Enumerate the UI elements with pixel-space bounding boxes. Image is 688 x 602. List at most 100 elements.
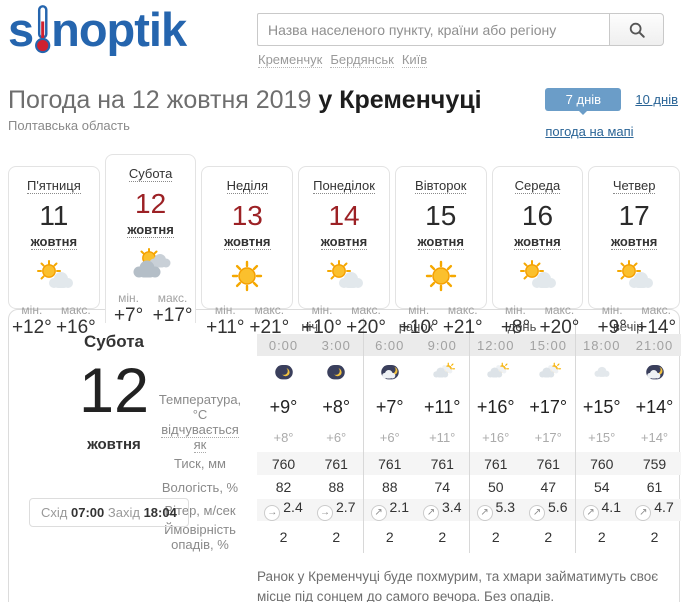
day-date: 16	[521, 200, 554, 231]
day-name-link[interactable]: Середа	[514, 178, 561, 194]
selected-day-name: Субота	[84, 332, 144, 351]
day-date: 15	[425, 200, 457, 231]
day-name-link[interactable]: Понеділок	[313, 178, 375, 194]
temperature-value: +7°	[362, 392, 416, 422]
humidity-value: 50	[468, 475, 522, 499]
day-date: 12	[135, 188, 167, 219]
precipitation-value: 2	[279, 529, 288, 545]
min-label: мін.	[214, 303, 236, 317]
day-name-link[interactable]: Неділя	[226, 178, 269, 194]
recent-cities: Кременчук Бердянськ Київ	[258, 52, 428, 68]
day-month-link[interactable]: жовтня	[127, 222, 174, 238]
recent-city-link[interactable]: Кременчук	[258, 52, 323, 68]
search-input[interactable]	[257, 13, 609, 46]
wind-value: ↗ 4.1	[574, 499, 628, 521]
day-card-saturday-selected[interactable]: Субота 12 жовтня мін. макс. +7° +17°	[104, 154, 197, 326]
precipitation-value: 2	[544, 529, 553, 545]
temperature-value: +16°	[468, 392, 522, 422]
selected-day-panel: Субота 12 жовтня Схід 07:00 Захід 18:04 …	[8, 309, 682, 602]
moon-icon	[310, 356, 363, 392]
cloud-sun-icon	[416, 356, 469, 392]
search-bar	[257, 13, 664, 46]
feels-like-value: +14°	[640, 429, 669, 445]
hour-label: 21:00	[628, 334, 682, 356]
precipitation-value: 2	[574, 521, 628, 553]
day-month-link[interactable]: жовтня	[30, 234, 78, 250]
day-month-link[interactable]: жовтня	[320, 234, 368, 250]
sinoptik-logo[interactable]: s noptik	[8, 2, 187, 57]
day-month-link[interactable]: жовтня	[417, 234, 464, 250]
humidity-value: 54	[574, 475, 628, 499]
day-card-thursday[interactable]: Четвер 17 жовтня мін. макс. +9° +14°	[588, 166, 681, 338]
day-card-wednesday[interactable]: Середа 16 жовтня мін. макс. +8° +20°	[491, 166, 584, 338]
seven-days-button[interactable]: 7 днів	[545, 88, 622, 115]
hour-label: 9:00	[416, 334, 469, 356]
selected-day-date: 12	[78, 356, 150, 426]
hour-label: 3:00	[310, 334, 363, 356]
period-morning: ранок	[362, 318, 469, 334]
day-month-link[interactable]: жовтня	[514, 234, 561, 250]
day-name-link[interactable]: Вівторок	[415, 178, 467, 194]
humidity-value: 88	[362, 475, 416, 499]
day-date: 13	[231, 200, 263, 231]
wind-row-label: Вітер, м/сек	[164, 502, 236, 518]
sunrise-time: 07:00	[71, 505, 105, 520]
hours-row: 0:00 3:00 6:00 9:00 12:00 15:00 18:00 21…	[155, 334, 682, 356]
logo-suffix: noptik	[51, 3, 187, 56]
pressure-value: 761	[416, 452, 469, 475]
day-name-link[interactable]: П'ятниця	[26, 178, 81, 194]
pressure-value: 760	[574, 452, 628, 475]
min-temp: +10°	[302, 317, 342, 338]
wind-direction-icon: ↗	[582, 504, 599, 521]
sun-icon	[202, 258, 292, 299]
recent-city-link[interactable]: Бердянськ	[330, 52, 394, 68]
pressure-value: 761	[522, 452, 575, 475]
cloud-icon	[574, 356, 628, 392]
humidity-value: 47	[540, 479, 557, 495]
recent-city-link[interactable]: Київ	[401, 52, 428, 68]
max-label: макс.	[641, 303, 671, 317]
pressure-row: Тиск, мм 760 761 761 761 761 761 760 759	[155, 452, 682, 475]
search-icon	[629, 22, 645, 38]
day-month-link[interactable]: жовтня	[610, 234, 658, 250]
search-button[interactable]	[609, 13, 664, 46]
pressure-value: 761	[310, 452, 363, 475]
day-card-friday[interactable]: П'ятниця 11 жовтня мін. макс. +12° +16°	[8, 166, 100, 338]
ten-days-link[interactable]: 10 днів	[635, 92, 678, 107]
day-date: 14	[328, 200, 360, 231]
humidity-value: 61	[646, 479, 663, 495]
day-card-sunday[interactable]: Неділя 13 жовтня мін. макс. +11° +21°	[201, 166, 294, 338]
period-night: ніч	[301, 318, 319, 334]
temperature-value: +14°	[635, 396, 674, 417]
precipitation-value: 2	[468, 521, 522, 553]
min-label: мін.	[21, 303, 43, 317]
wind-direction-icon: ↗	[423, 504, 440, 521]
feels-like-row-label[interactable]: відчувається як	[161, 422, 239, 453]
max-temp: +20°	[539, 317, 580, 338]
logo-prefix: s	[8, 3, 34, 56]
day-month-link[interactable]: жовтня	[224, 234, 271, 250]
day-date: 17	[618, 200, 650, 231]
max-label: макс.	[544, 303, 575, 317]
temperature-value: +17°	[529, 396, 568, 417]
min-temp: +11°	[206, 317, 245, 338]
weather-map-link[interactable]: погода на мапі	[545, 124, 634, 139]
humidity-value: 74	[434, 479, 451, 495]
day-card-tuesday[interactable]: Вівторок 15 жовтня мін. макс. +10° +21°	[394, 166, 487, 338]
sunrise-label: Схід	[41, 505, 68, 520]
precipitation-row: Ймовірність опадів, % 2 2 2 2 2 2 2 2	[155, 521, 681, 553]
wind-direction-icon: ↗	[529, 504, 546, 521]
wind-value: → 2.7	[310, 499, 363, 521]
min-temp: +7°	[113, 305, 144, 326]
precipitation-value: 2	[362, 521, 416, 553]
feels-like-row: відчувається як +8° +6° +6° +11° +16° +1…	[155, 422, 681, 453]
period-header-row: ніч ранок день вечір	[155, 318, 682, 334]
min-temp: +10°	[398, 317, 439, 338]
day-name-link[interactable]: Субота	[128, 166, 173, 182]
day-card-monday[interactable]: Понеділок 14 жовтня мін. макс. +10° +20°	[298, 166, 390, 338]
moon-cloud-icon	[628, 356, 681, 392]
day-name-link[interactable]: Четвер	[612, 178, 656, 194]
day-cards-row: П'ятниця 11 жовтня мін. макс. +12° +16° Су…	[8, 154, 681, 338]
feels-like-value: +6°	[326, 429, 347, 445]
hourly-forecast-table: ніч ранок день вечір 0:00 3:00 6:00 9:00…	[155, 318, 682, 553]
